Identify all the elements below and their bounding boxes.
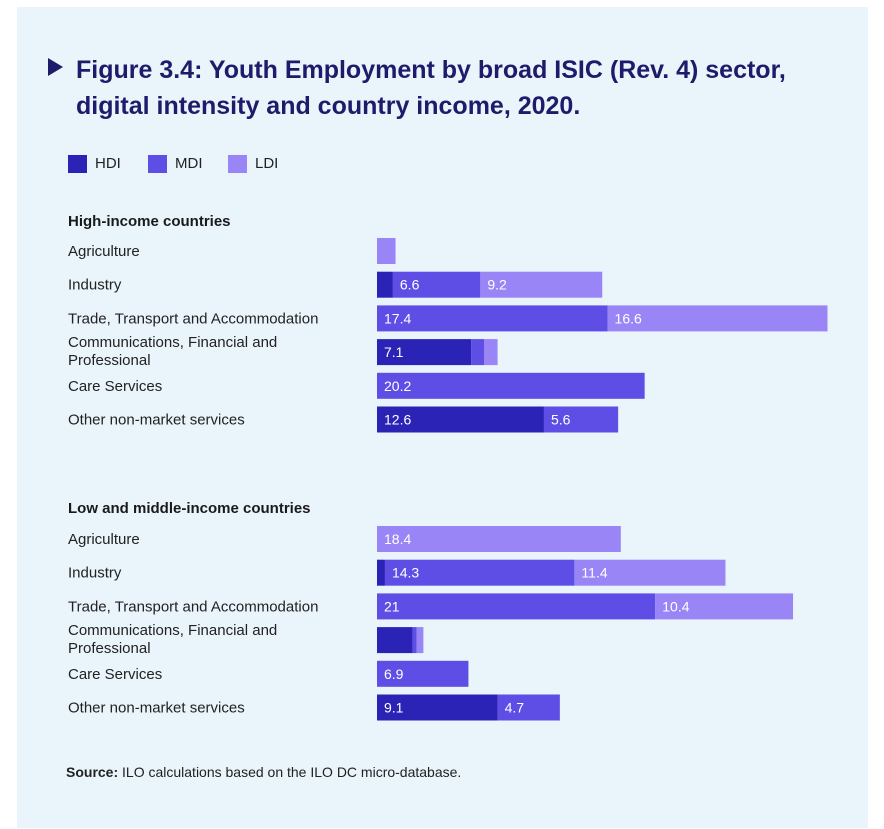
source-label: Source:: [66, 764, 119, 780]
bar-segment-mdi: [377, 305, 608, 332]
legend-swatch-mdi: [148, 155, 167, 173]
category-label: Industry: [68, 565, 122, 582]
bar-segment-ldi: [377, 238, 396, 264]
bar-segment-mdi: [471, 339, 485, 366]
category-label: Trade, Transport and Accommodation: [68, 598, 318, 615]
data-label: 20.2: [384, 378, 411, 394]
bar-segment-mdi: [412, 627, 417, 654]
bar-chart: High-income countries Agriculture Industry…: [68, 213, 828, 721]
bar-segment-hdi: [377, 694, 498, 721]
data-label: 18.4: [384, 531, 411, 547]
bar-segment-ldi: [607, 305, 828, 332]
bar-segment-mdi: [497, 694, 560, 721]
category-label: Communications, Financial and: [68, 334, 277, 351]
bar-segment-ldi: [484, 339, 498, 366]
category-label: Care Services: [68, 666, 162, 683]
figure-title: Figure 3.4: Youth Employment by broad IS…: [76, 56, 786, 120]
category-label: Other non-market services: [68, 700, 245, 717]
bar-segment-hdi: [377, 627, 413, 654]
legend-swatch-hdi: [68, 155, 87, 173]
bar-segment-ldi: [574, 559, 726, 586]
source-note: Source: ILO calculations based on the IL…: [66, 764, 461, 780]
category-label: Agriculture: [68, 243, 140, 260]
data-label: 7.1: [384, 344, 404, 360]
bar-segment-ldi: [655, 593, 794, 620]
data-label: 21: [384, 598, 400, 614]
data-label: 16.6: [615, 310, 642, 326]
bar-segment-mdi: [377, 372, 645, 399]
legend-label-ldi: LDI: [255, 155, 279, 172]
category-label: Agriculture: [68, 531, 140, 548]
category-label: Industry: [68, 277, 122, 294]
bar-segment-mdi: [377, 593, 656, 620]
category-label: Trade, Transport and Accommodation: [68, 310, 318, 327]
bar-segment-ldi: [416, 627, 424, 654]
bar-segment-ldi: [377, 526, 621, 552]
panel-title: Low and middle-income countries: [68, 500, 311, 517]
category-label: Communications, Financial and: [68, 622, 277, 639]
data-label: 10.4: [662, 598, 689, 614]
data-label: 6.9: [384, 666, 404, 682]
data-label: 5.6: [551, 412, 571, 428]
category-label: Other non-market services: [68, 412, 245, 429]
category-label: Care Services: [68, 378, 162, 395]
category-label: Professional: [68, 640, 151, 657]
bar-segment-ldi: [480, 271, 603, 298]
data-label: 11.4: [581, 565, 607, 581]
bar-segment-hdi: [377, 406, 544, 433]
data-label: 12.6: [384, 412, 411, 428]
legend-label-hdi: HDI: [95, 155, 121, 172]
data-label: 4.7: [505, 700, 525, 716]
data-label: 17.4: [384, 310, 411, 326]
bar-segment-mdi: [543, 406, 619, 433]
data-label: 14.3: [392, 565, 419, 581]
bar-segment-mdi: [377, 660, 469, 687]
legend-label-mdi: MDI: [175, 155, 203, 172]
data-label: 9.2: [487, 277, 507, 293]
bar-segment-mdi: [384, 559, 575, 586]
title-arrow-icon: [48, 58, 63, 76]
bar-segment-hdi: [377, 339, 472, 366]
data-label: 6.6: [400, 277, 420, 293]
source-text: ILO calculations based on the ILO DC mic…: [122, 764, 462, 780]
data-label: 9.1: [384, 700, 404, 716]
bar-segment-hdi: [377, 559, 385, 586]
panel-title: High-income countries: [68, 213, 231, 230]
bar-segment-hdi: [377, 271, 393, 298]
category-label: Professional: [68, 352, 151, 369]
bar-segment-mdi: [392, 271, 481, 298]
legend-swatch-ldi: [228, 155, 247, 173]
